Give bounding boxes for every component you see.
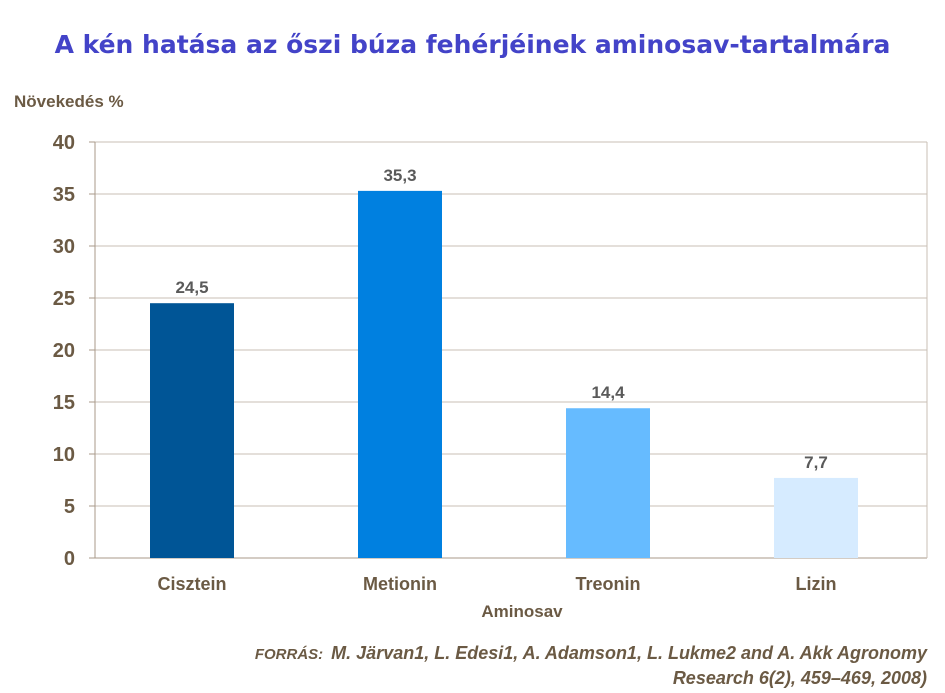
y-tick-label: 10 bbox=[53, 444, 75, 466]
y-tick-label: 30 bbox=[53, 236, 75, 258]
x-tick-label: Lizin bbox=[796, 574, 837, 594]
y-tick-label: 5 bbox=[64, 496, 75, 518]
x-tick-label: Treonin bbox=[575, 574, 640, 594]
data-label: 7,7 bbox=[804, 453, 828, 472]
x-tick-label: Cisztein bbox=[157, 574, 226, 594]
source-line-2: Research 6(2), 459–469, 2008) bbox=[672, 668, 927, 688]
bar-lizin bbox=[774, 477, 858, 558]
y-axis-label: Növekedés % bbox=[14, 92, 124, 111]
source-line-1: FORRÁS: M. Järvan1, L. Edesi1, A. Adamson… bbox=[255, 643, 927, 664]
source-label: FORRÁS: bbox=[254, 646, 324, 663]
data-label: 14,4 bbox=[591, 383, 625, 402]
source-text-1: M. Järvan1, L. Edesi1, A. Adamson1, L. L… bbox=[331, 643, 927, 663]
y-tick-label: 25 bbox=[53, 288, 75, 310]
bar-cisztein bbox=[150, 303, 234, 558]
data-label: 35,3 bbox=[383, 166, 416, 185]
chart-title: A kén hatása az őszi búza fehérjéinek am… bbox=[54, 30, 891, 59]
bar-metionin bbox=[358, 190, 442, 558]
bar-treonin bbox=[566, 408, 650, 558]
data-label: 24,5 bbox=[175, 278, 208, 297]
bar-chart: 0 5 10 15 20 25 30 35 40 24,5 Cisztein 35,3 Metionin… bbox=[53, 132, 928, 621]
y-tick-label: 20 bbox=[53, 340, 75, 362]
y-tick-label: 15 bbox=[53, 392, 75, 414]
x-tick-label: Metionin bbox=[363, 574, 437, 594]
x-axis-label: Aminosav bbox=[481, 602, 563, 621]
y-tick-label: 40 bbox=[53, 132, 75, 154]
y-tick-label: 35 bbox=[53, 184, 75, 206]
y-tick-label: 0 bbox=[64, 548, 75, 570]
